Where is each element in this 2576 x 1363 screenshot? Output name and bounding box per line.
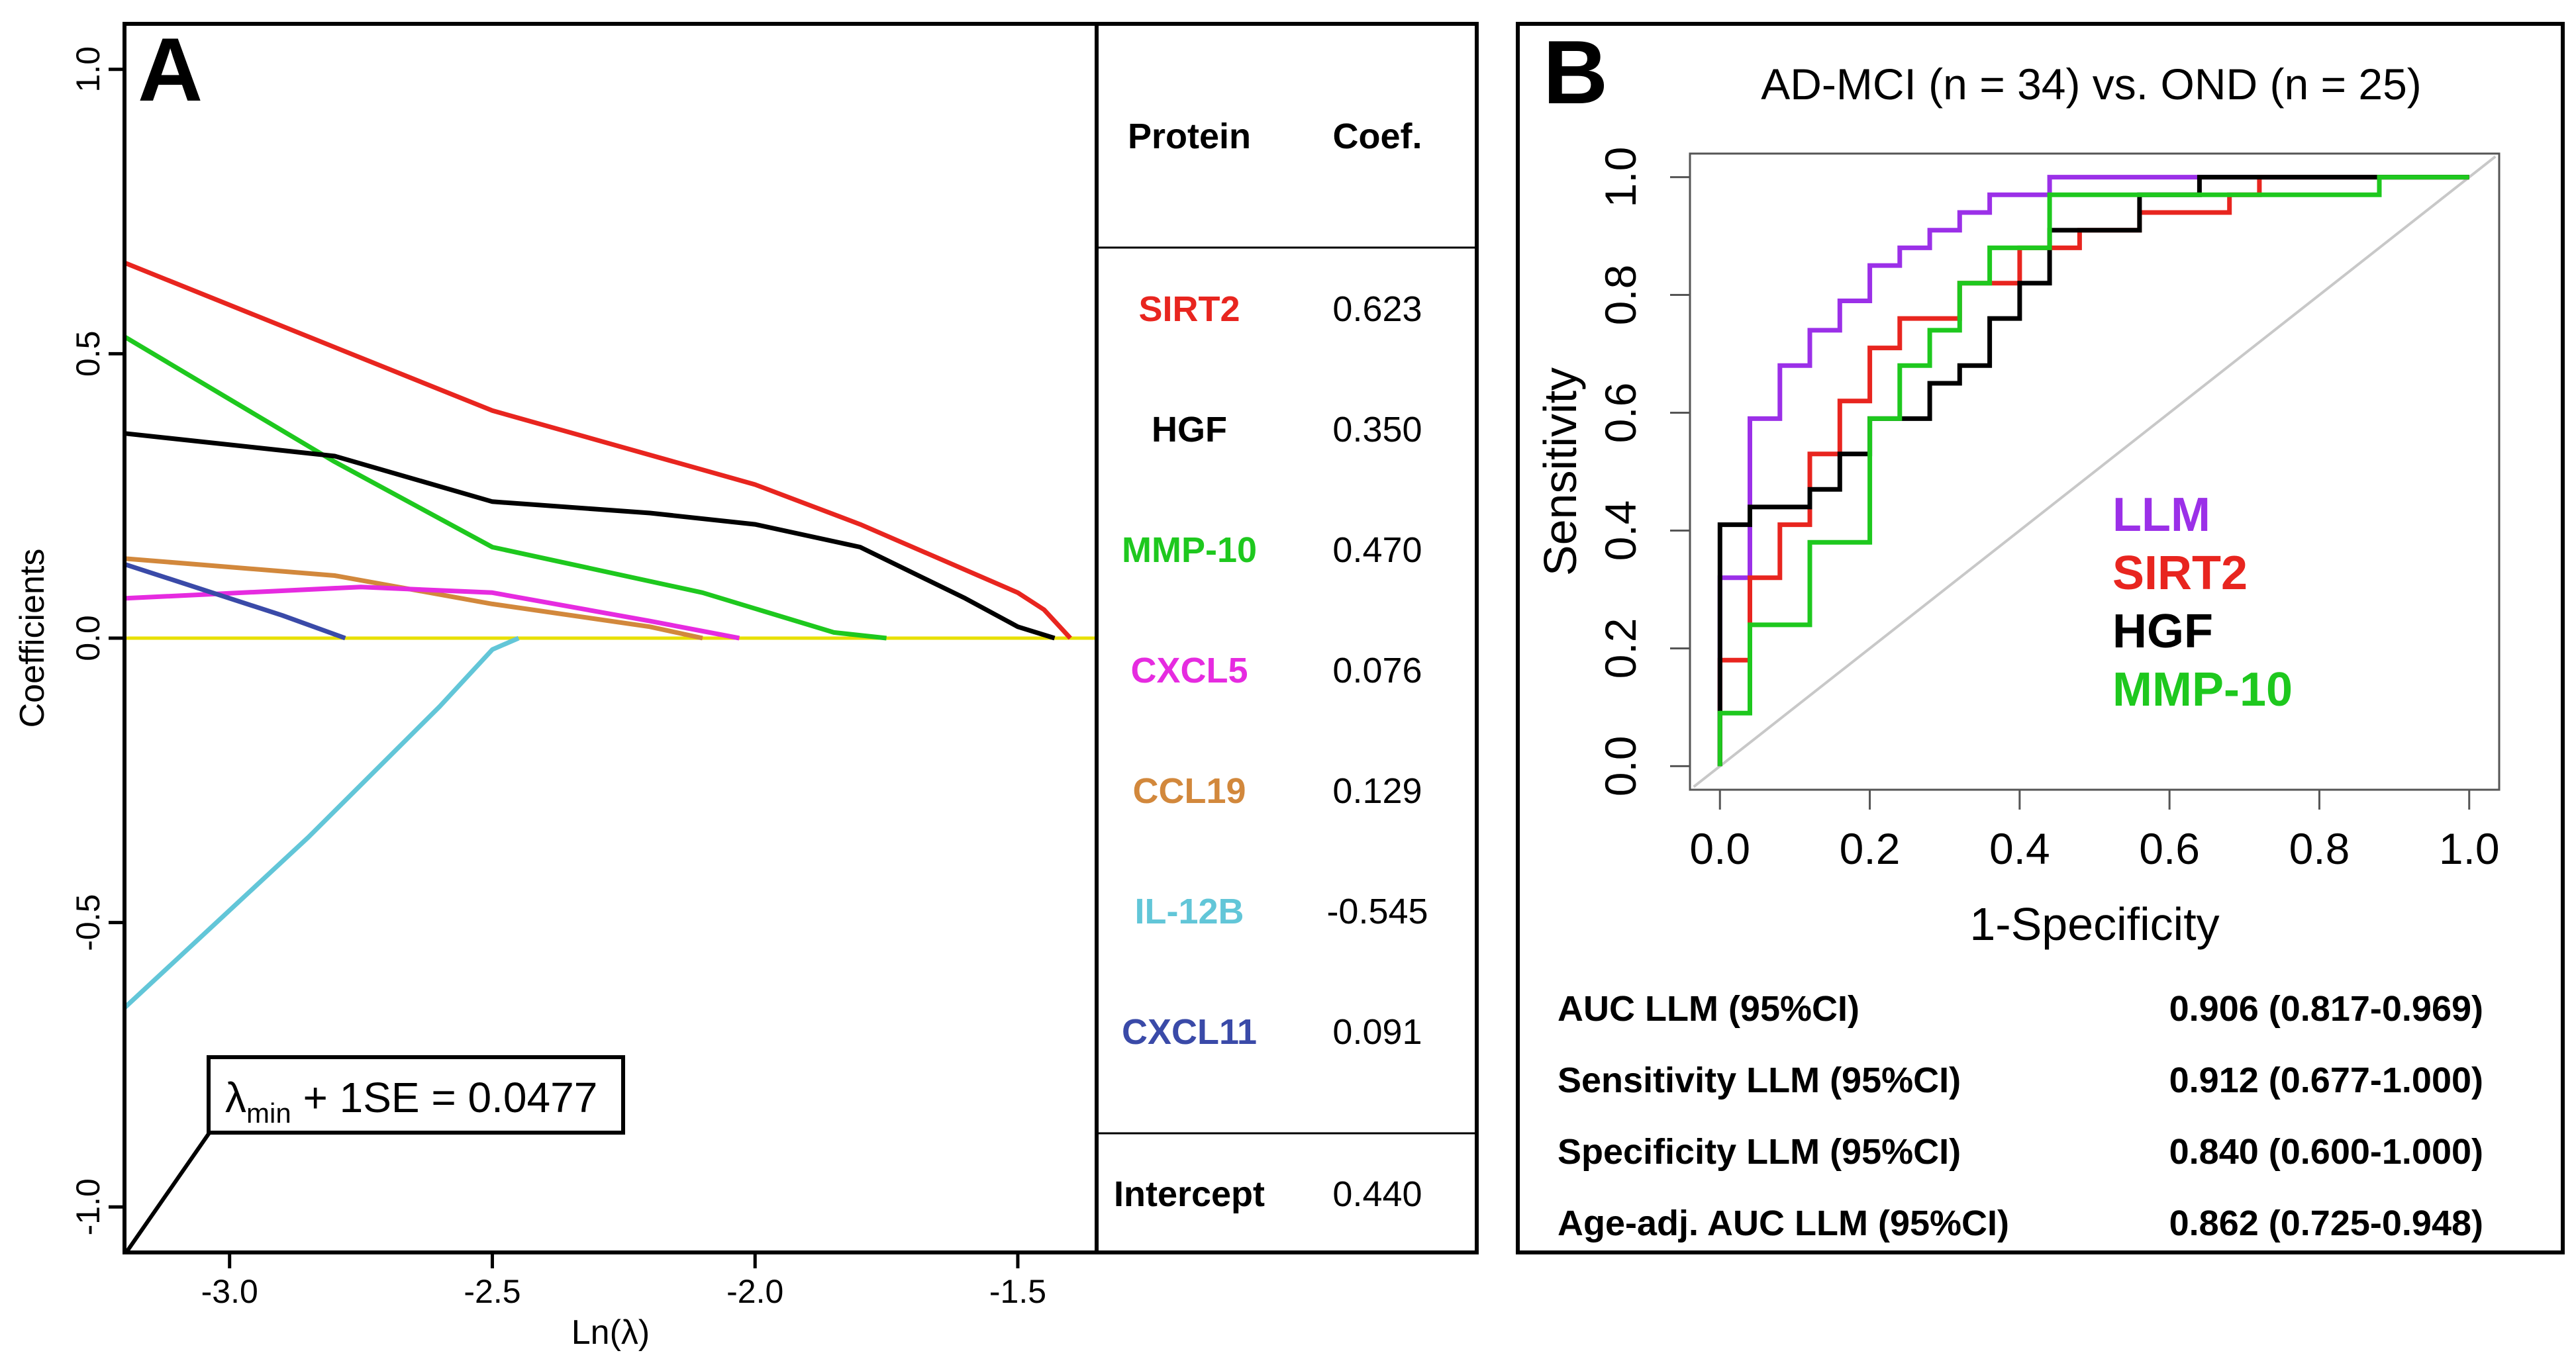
legend-sirt2: SIRT2: [2112, 547, 2248, 600]
coef-path-sirt2: [123, 260, 1072, 640]
stat-label-1: AUC LLM (95%CI): [1558, 989, 1859, 1029]
roc-x-tick-label: 0.6: [2139, 824, 2200, 873]
legend-hgf: HGF: [2112, 605, 2213, 658]
table-coef-cxcl11: 0.091: [1332, 1012, 1422, 1052]
table-protein-ccl19: CCL19: [1132, 771, 1246, 811]
panel-b-frame: [1516, 22, 2565, 1254]
x-tick-label: -1.5: [989, 1273, 1046, 1310]
table-intercept-label: Intercept: [1114, 1174, 1265, 1214]
table-intercept-value: 0.440: [1332, 1174, 1422, 1214]
chance-diagonal: [1693, 155, 2497, 788]
lasso-plot: -3.0 -2.5 -2.0 -1.5 -1.0 -0.5 0.0 0.5 1.0 Ln(λ) Co…: [13, 46, 1097, 1352]
lambda-annotation: λmin + 1SE = 0.0477: [125, 1055, 625, 1252]
roc-title: AD-MCI (n = 34) vs. OND (n = 25): [1761, 60, 2422, 109]
stat-value-3: 0.840 (0.600-1.000): [2169, 1132, 2483, 1172]
y-tick-label: -0.5: [70, 894, 107, 951]
lasso-plot-frame: [123, 22, 1099, 1254]
roc-x-tick-label: 0.0: [1689, 824, 1750, 873]
coefficient-table-frame: [1095, 22, 1479, 1254]
table-header-protein: Protein: [1128, 117, 1251, 156]
y-tick-label: 0.0: [70, 615, 107, 661]
lambda-subscript: min: [246, 1098, 291, 1129]
panel-b: B AD-MCI (n = 34) vs. OND (n = 25) 0.0 0.…: [1516, 22, 2565, 1254]
table-protein-cxcl5: CXCL5: [1130, 651, 1248, 690]
coef-path-hgf: [124, 431, 1056, 641]
y-tick-label: 0.5: [70, 331, 107, 377]
y-tick-label: -1.0: [70, 1178, 107, 1235]
lambda-value: + 1SE = 0.0477: [291, 1074, 598, 1121]
table-protein-il-12b: IL-12B: [1134, 892, 1244, 931]
roc-curve-sirt2: [1717, 175, 2469, 767]
y-tick-label: 1.0: [70, 46, 107, 93]
roc-y-tick-label: 0.6: [1596, 383, 1645, 444]
stats-table: AUC LLM (95%CI) 0.906 (0.817-0.969) Sensit…: [1558, 989, 2483, 1243]
x-tick-label: -2.0: [726, 1273, 783, 1310]
table-rows: SIRT2 0.623 HGF 0.350 MMP-10 0.470 CXCL5 0.076 C…: [1122, 289, 1428, 1052]
roc-y-tick-label: 0.8: [1596, 265, 1645, 326]
stat-label-2: Sensitivity LLM (95%CI): [1558, 1060, 1961, 1100]
roc-y-axis-label: Sensitivity: [1534, 367, 1586, 576]
lambda-symbol: λ: [225, 1074, 246, 1121]
table-coef-cxcl5: 0.076: [1332, 651, 1422, 690]
table-protein-sirt2: SIRT2: [1138, 289, 1240, 329]
table-coef-hgf: 0.350: [1332, 410, 1422, 449]
roc-plot: 0.0 0.2 0.4 0.6 0.8 1.0 0.0 0.2 0.4 0.6 0.8 1.0 1-Sp…: [1534, 147, 2501, 950]
stat-value-1: 0.906 (0.817-0.969): [2169, 989, 2483, 1029]
coef-path-mmp-10: [123, 334, 887, 641]
stat-label-3: Specificity LLM (95%CI): [1558, 1132, 1961, 1172]
stat-label-4: Age-adj. AUC LLM (95%CI): [1558, 1203, 2009, 1243]
x-axis-label: Ln(λ): [571, 1313, 650, 1352]
roc-y-tick-label: 0.2: [1596, 618, 1645, 679]
x-tick-label: -3.0: [201, 1273, 258, 1310]
coef-path-cxcl5: [124, 585, 740, 641]
roc-curve-mmp-10: [1717, 175, 2469, 767]
roc-x-tick-label: 1.0: [2439, 824, 2500, 873]
roc-curve-hgf: [1717, 175, 2469, 767]
panel-a-label: A: [138, 19, 203, 120]
panel-a: Protein Coef. SIRT2 0.623 HGF 0.350 MMP-10 0.…: [13, 19, 1479, 1352]
roc-plot-frame: [1689, 152, 2501, 791]
table-coef-mmp-10: 0.470: [1332, 530, 1422, 570]
lambda-annotation-pointer: [125, 1131, 212, 1252]
lambda-annotation-box: [207, 1055, 625, 1135]
roc-y-tick-label: 0.0: [1596, 736, 1645, 797]
roc-x-tick-label: 0.4: [1989, 824, 2050, 873]
stat-value-4: 0.862 (0.725-0.948): [2169, 1203, 2483, 1243]
table-coef-sirt2: 0.623: [1332, 289, 1422, 329]
table-protein-hgf: HGF: [1152, 410, 1227, 449]
roc-y-tick-label: 1.0: [1596, 147, 1645, 208]
coef-path-il-12b: [123, 635, 520, 1010]
roc-x-tick-label: 0.2: [1840, 824, 1901, 873]
table-protein-cxcl11: CXCL11: [1122, 1012, 1257, 1052]
roc-curve-llm: [1717, 175, 2469, 767]
stat-value-2: 0.912 (0.677-1.000): [2169, 1060, 2483, 1100]
coef-path-ccl19: [124, 556, 703, 641]
panel-b-label: B: [1543, 22, 1608, 122]
table-coef-il-12b: -0.545: [1326, 892, 1428, 931]
roc-x-tick-label: 0.8: [2289, 824, 2350, 873]
coef-path-cxcl11: [123, 561, 346, 641]
y-axis-label: Coefficients: [13, 549, 52, 728]
roc-x-axis-label: 1-Specificity: [1969, 898, 2219, 950]
roc-y-tick-label: 0.4: [1596, 500, 1645, 561]
x-tick-label: -2.5: [464, 1273, 520, 1310]
table-coef-ccl19: 0.129: [1332, 771, 1422, 811]
lambda-annotation-text: λmin + 1SE = 0.0477: [225, 1074, 597, 1129]
table-protein-mmp-10: MMP-10: [1122, 530, 1257, 570]
table-header-coef: Coef.: [1333, 117, 1422, 156]
legend-llm: LLM: [2112, 489, 2210, 541]
legend-mmp-10: MMP-10: [2112, 663, 2293, 716]
